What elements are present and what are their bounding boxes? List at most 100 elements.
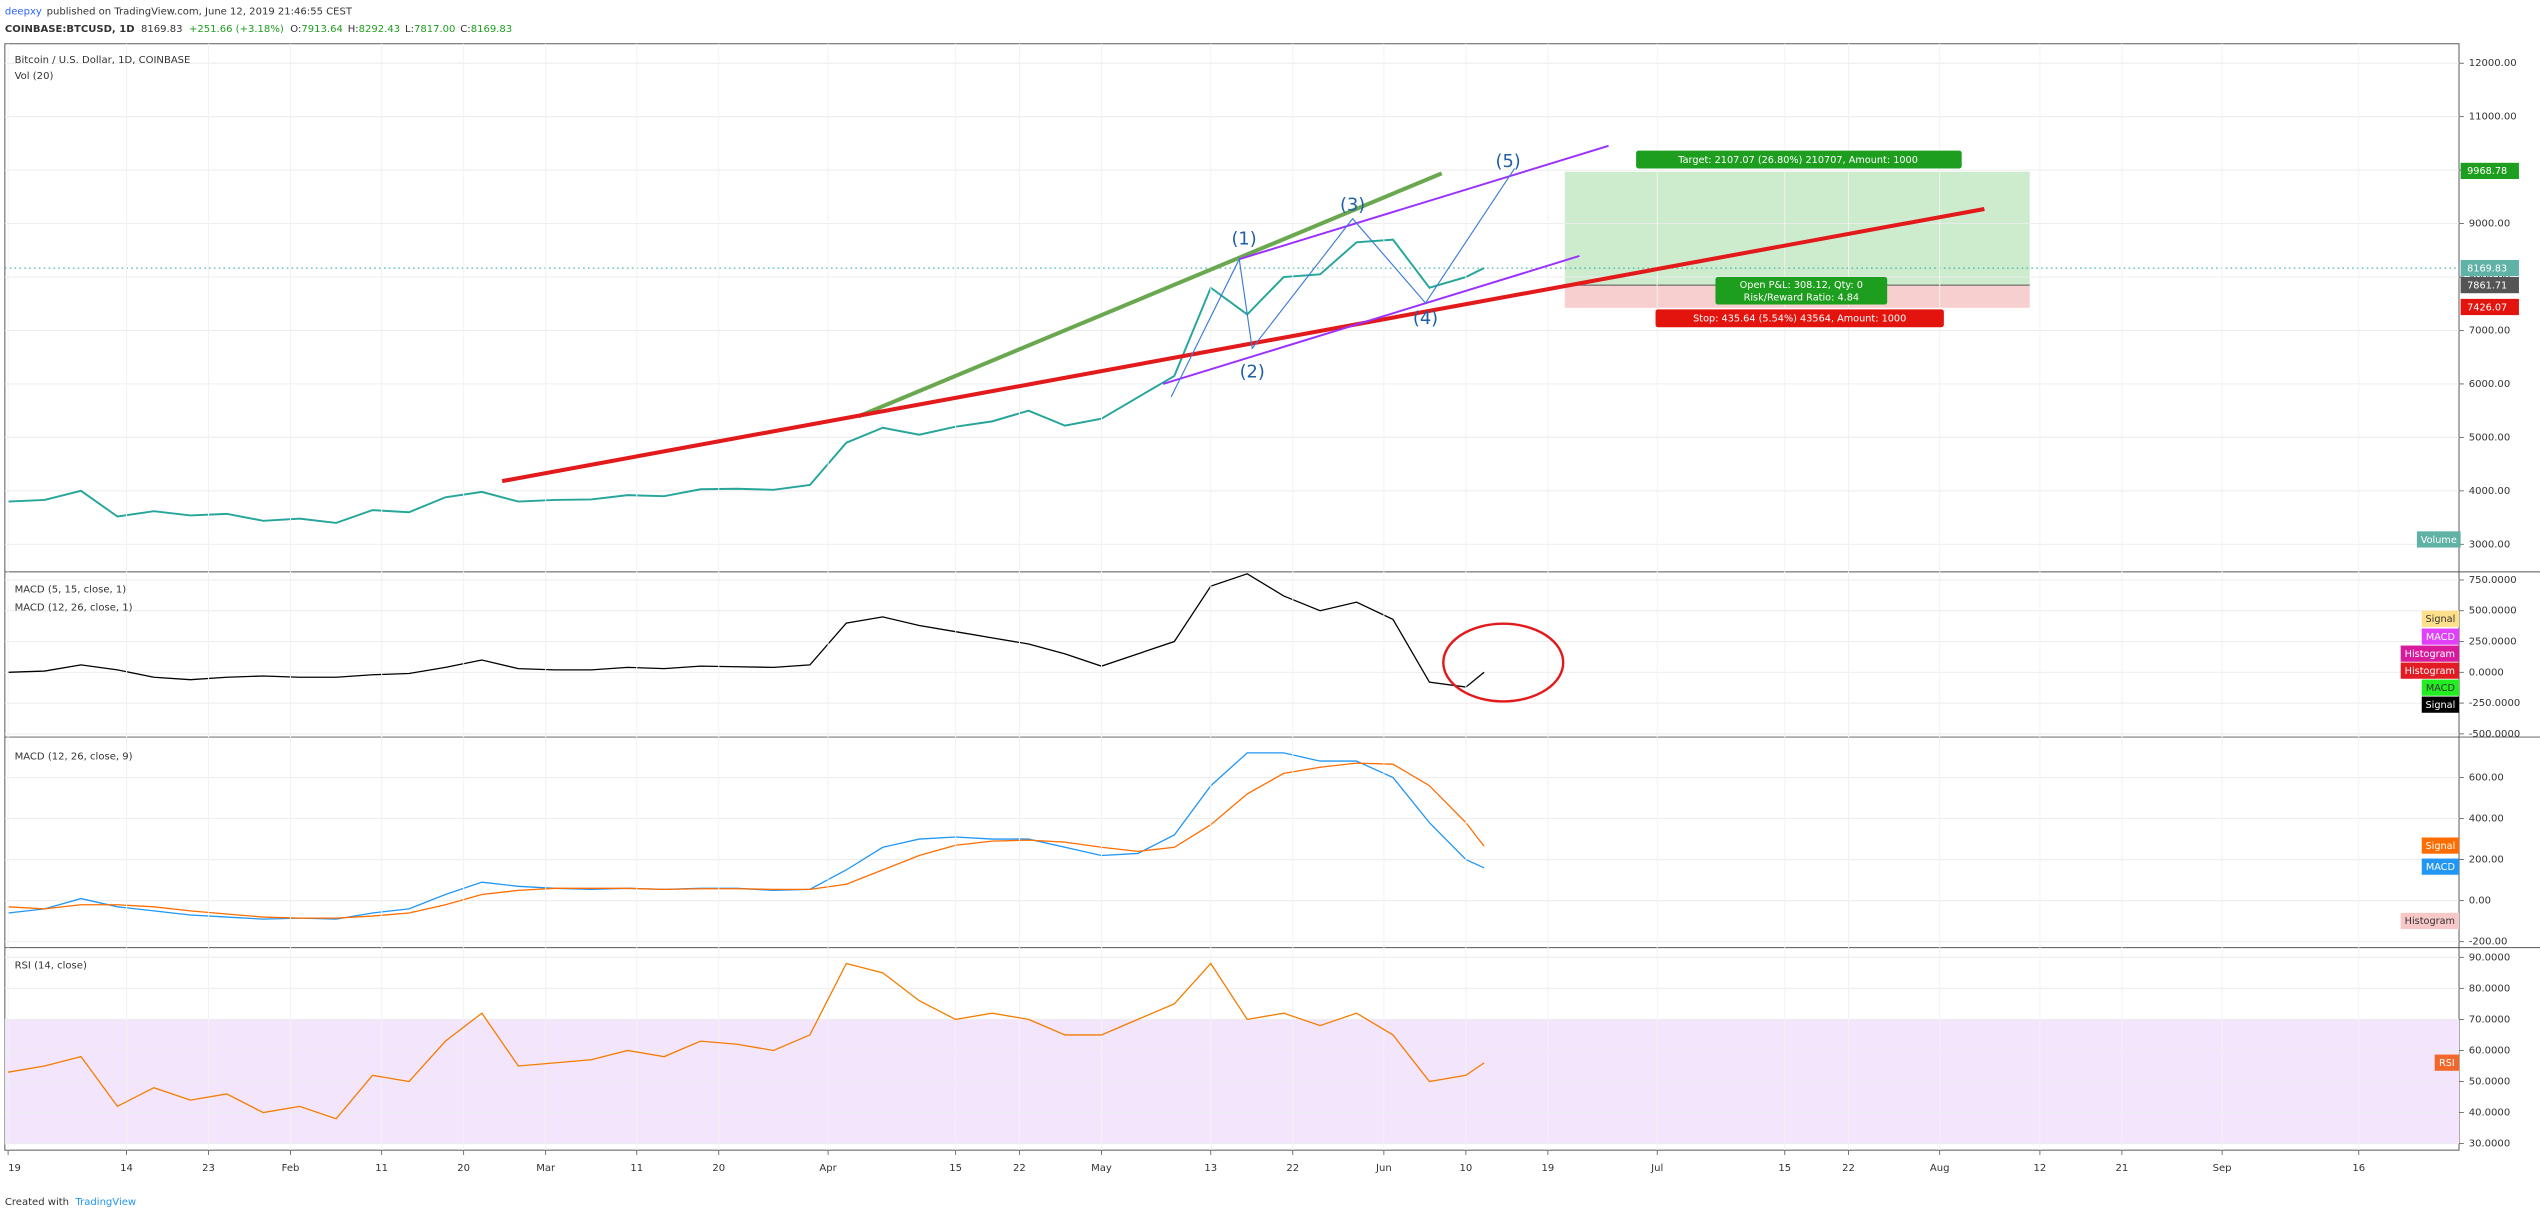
series-line <box>8 762 1485 919</box>
x-tick-label: Jun <box>1375 1163 1392 1174</box>
y-tick-label: 4000.00 <box>2469 486 2510 497</box>
panel-title: RSI (14, close) <box>15 960 87 971</box>
highlight-circle <box>1442 622 1565 703</box>
y-tick-label: 30.0000 <box>2469 1139 2510 1150</box>
y-tick-label: 3000.00 <box>2469 539 2510 550</box>
ohlc-value: 8169.83 <box>471 24 512 35</box>
y-tick-label: 50.0000 <box>2469 1077 2510 1088</box>
y-tick-label: 5000.00 <box>2469 432 2510 443</box>
legend-box <box>2400 912 2460 930</box>
y-tick-label: 70.0000 <box>2469 1014 2510 1025</box>
legend-box <box>2400 645 2460 662</box>
legend-box <box>2434 1054 2460 1071</box>
y-tick-label: 750.0000 <box>2469 575 2517 586</box>
wave-path <box>1170 168 1516 398</box>
pnl-label: Open P&L: 308.12, Qty: 0 <box>1740 280 1863 291</box>
x-tick-label: Feb <box>282 1163 300 1174</box>
wave-label: (4) <box>1413 308 1438 329</box>
price-label: 8169.83 <box>2467 263 2507 274</box>
chart-frame <box>4 43 2460 1151</box>
price-box <box>2460 298 2519 316</box>
footer: Created with TradingView <box>5 1197 136 1208</box>
header-quote: COINBASE:BTCUSD, 1D 8169.83 +251.66 (+3.18… <box>5 24 512 35</box>
wave-label: (1) <box>1231 229 1256 250</box>
risk-reward-label: Risk/Reward Ratio: 4.84 <box>1744 292 1859 303</box>
x-tick-label: 22 <box>1842 1163 1855 1174</box>
ohlc-key: O: <box>290 24 301 35</box>
x-tick-label: 12 <box>2034 1163 2047 1174</box>
x-tick-label: 13 <box>1204 1163 1217 1174</box>
x-tick-label: Apr <box>819 1163 837 1174</box>
y-tick-label: 0.0000 <box>2469 667 2504 678</box>
panel-title: MACD (5, 15, close, 1) <box>15 585 127 596</box>
footer-text: Created with <box>5 1197 69 1208</box>
y-tick-label: 7000.00 <box>2469 325 2510 336</box>
x-tick-label: 10 <box>1460 1163 1473 1174</box>
legend-label: Signal <box>2425 841 2455 852</box>
y-tick-label: 250.0000 <box>2469 637 2517 648</box>
x-tick-label: May <box>1091 1163 1112 1174</box>
legend-box <box>2421 696 2460 713</box>
published: published on TradingView.com, June 12, 2… <box>47 6 353 17</box>
trend-line <box>857 171 1443 419</box>
y-tick-label: -500.0000 <box>2469 729 2520 740</box>
price-box <box>2460 162 2519 180</box>
ohlc-key: L: <box>405 24 414 35</box>
x-tick-label: 21 <box>2116 1163 2129 1174</box>
series-line <box>8 238 1485 524</box>
drawings: (1) (2) (3) (4) (5) Target: 2107.07 (26.… <box>501 144 1985 703</box>
x-tick-label: 22 <box>1013 1163 1026 1174</box>
panel-subtitle: MACD (12, 26, close, 1) <box>15 602 133 613</box>
x-tick-label: 20 <box>457 1163 470 1174</box>
price-box <box>2460 277 2519 294</box>
panel-subtitle: Vol (20) <box>15 71 54 82</box>
x-tick-label: 20 <box>712 1163 725 1174</box>
y-tick-label: -200.00 <box>2469 937 2508 948</box>
legend-label: MACD <box>2426 683 2455 694</box>
y-tick-label: 0.00 <box>2469 896 2491 907</box>
trend-line <box>501 206 1985 484</box>
author: deepxy <box>5 6 42 17</box>
pnl-box <box>1715 277 1888 305</box>
target-zone <box>1564 171 2030 286</box>
ohlc-key: H: <box>348 24 359 35</box>
wave-label: (5) <box>1496 151 1521 172</box>
x-tick-label: 14 <box>120 1163 133 1174</box>
chart-content: 12000.0011000.0010000.009000.008000.0070… <box>4 43 2520 1174</box>
target-label: Target: 2107.07 (26.80%) 210707, Amount:… <box>1677 155 1918 166</box>
ohlc-value: 7817.00 <box>414 24 455 35</box>
legend-box <box>2416 531 2461 548</box>
legend-box <box>2421 858 2460 875</box>
axis-boxes: 9968.78 8169.83 7861.71 7426.07 Volume S… <box>2400 162 2519 1071</box>
y-tick-label: 90.0000 <box>2469 952 2510 963</box>
x-tick-label: Sep <box>2213 1163 2232 1174</box>
channel-line <box>1162 255 1580 385</box>
x-tick-label: 23 <box>202 1163 215 1174</box>
symbol: COINBASE:BTCUSD, 1D <box>5 24 135 35</box>
x-tick-label: 15 <box>1778 1163 1791 1174</box>
price-label: 9968.78 <box>2467 166 2507 177</box>
legend-label: Signal <box>2425 614 2455 625</box>
y-tick-label: 11000.00 <box>2469 112 2517 123</box>
y-tick-label: 40.0000 <box>2469 1108 2510 1119</box>
x-tick-label: Mar <box>536 1163 556 1174</box>
x-tick-label: 19 <box>1542 1163 1555 1174</box>
x-tick-label: 22 <box>1286 1163 1299 1174</box>
change: +251.66 (+3.18%) <box>189 24 284 35</box>
price-box <box>2460 260 2519 277</box>
series-line <box>8 573 1485 688</box>
header-line: deepxy published on TradingView.com, June… <box>5 6 353 17</box>
x-tick-label: 19 <box>8 1163 21 1174</box>
y-tick-label: -250.0000 <box>2469 698 2520 709</box>
stop-box <box>1655 309 1944 328</box>
y-tick-label: 200.00 <box>2469 855 2504 866</box>
ohlc-value: 7913.64 <box>301 24 342 35</box>
wave-label: (3) <box>1340 195 1365 216</box>
panel-title: MACD (12, 26, close, 9) <box>15 752 133 763</box>
y-tick-label: 12000.00 <box>2469 58 2517 69</box>
ohlc-value: 8292.43 <box>359 24 400 35</box>
legend-box <box>2421 837 2460 854</box>
x-tick-label: 11 <box>630 1163 643 1174</box>
